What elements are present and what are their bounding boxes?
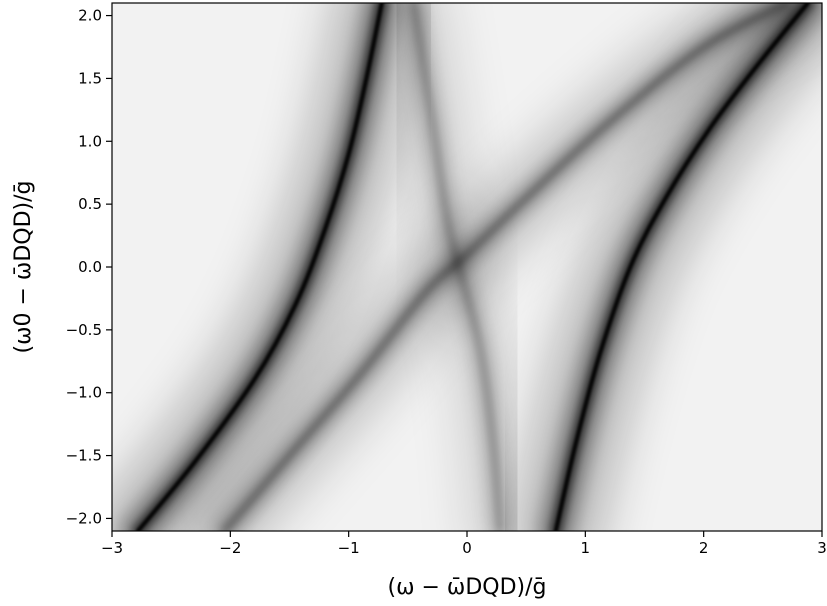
x-axis-ticks: −3 −2 −1 0 1 2 3 <box>101 531 827 557</box>
x-tick-label: −3 <box>101 539 123 557</box>
y-tick-label: 0.5 <box>78 195 102 213</box>
heatmap-branch-4 <box>378 3 536 531</box>
y-tick-label: 0.0 <box>78 258 102 276</box>
y-tick-label: −1.0 <box>66 384 102 402</box>
y-tick-label: −1.5 <box>66 447 102 465</box>
x-tick-label: 0 <box>462 539 472 557</box>
x-tick-label: −2 <box>219 539 241 557</box>
y-axis-ticks: −2.0 −1.5 −1.0 −0.5 0.0 0.5 1.0 1.5 2.0 <box>66 7 112 527</box>
x-tick-label: 2 <box>699 539 709 557</box>
heatmap-branch-2 <box>508 3 822 531</box>
y-tick-label: 1.0 <box>78 132 102 150</box>
y-tick-label: −2.0 <box>66 509 102 527</box>
heatmap-layer <box>112 3 822 531</box>
x-axis-label: (ω − ω̄DQD)/ḡ <box>387 575 546 600</box>
y-axis-label: (ω0 − ω̄DQD)/ḡ <box>11 180 36 353</box>
y-tick-label: 2.0 <box>78 7 102 25</box>
x-tick-label: 1 <box>581 539 591 557</box>
x-tick-label: −1 <box>338 539 360 557</box>
heatmap-branch-1 <box>112 3 430 531</box>
x-tick-label: 3 <box>817 539 827 557</box>
y-tick-label: −0.5 <box>66 321 102 339</box>
y-tick-label: 1.5 <box>78 69 102 87</box>
